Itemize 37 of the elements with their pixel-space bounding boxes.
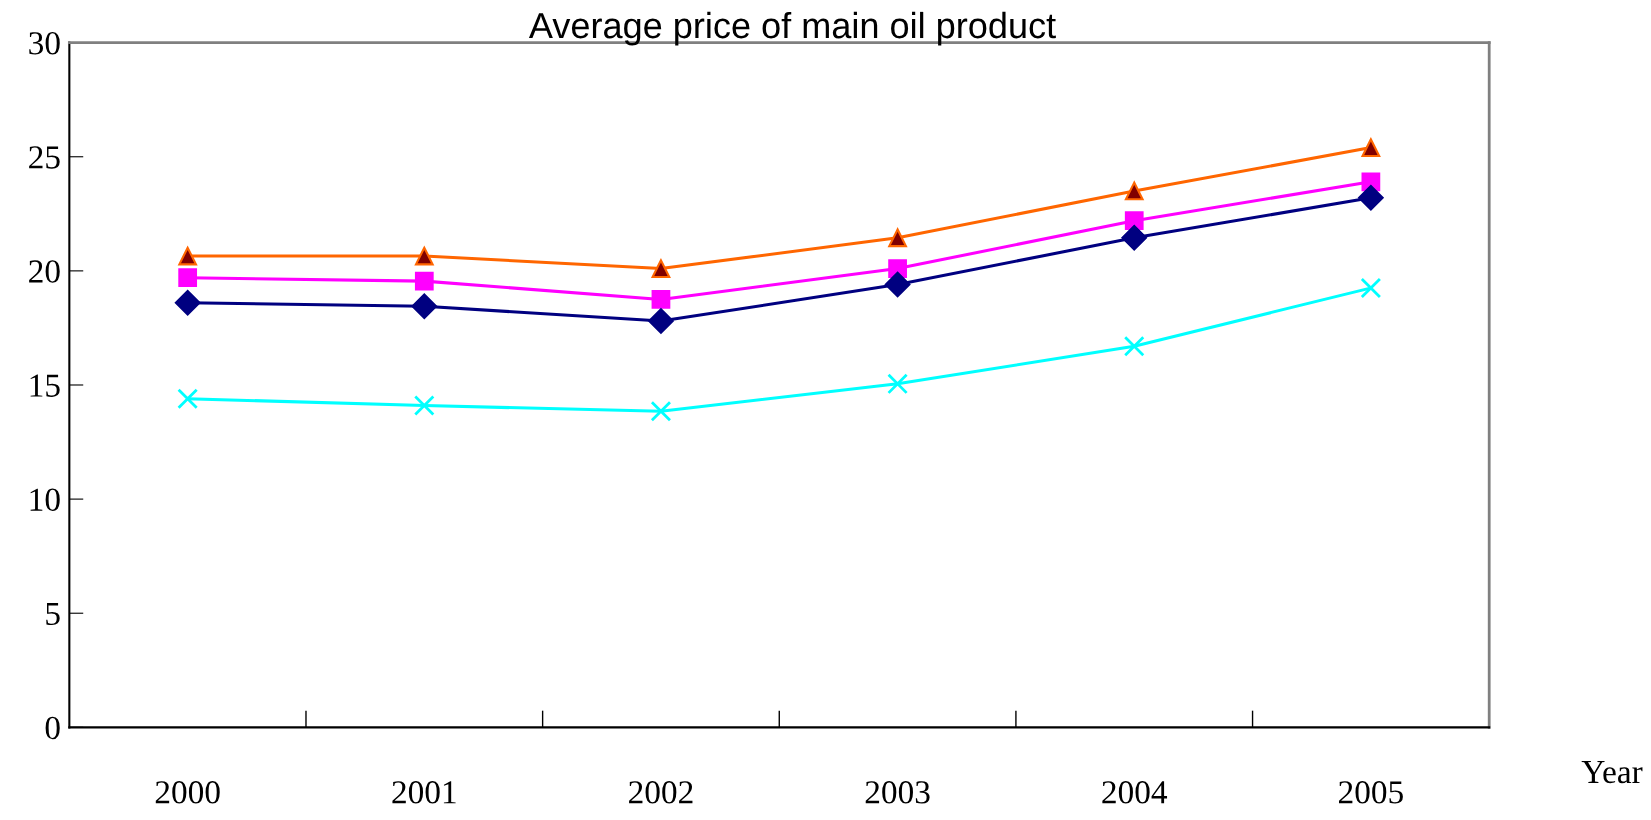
y-tick-label: 5: [46, 602, 60, 626]
y-tick-label: 10: [30, 488, 60, 511]
point: [178, 246, 198, 266]
x-tick-label: 2002: [629, 781, 693, 804]
point: [1121, 224, 1148, 251]
x-tick-label: 2001: [392, 781, 456, 804]
point: [1123, 335, 1145, 357]
y-tick-label: 15: [30, 374, 60, 397]
point: [1124, 211, 1144, 231]
point: [413, 395, 435, 416]
y-tick-label: 0: [45, 716, 60, 740]
point: [1361, 138, 1381, 157]
point: [1124, 181, 1144, 201]
point: [651, 290, 671, 309]
point: [178, 268, 198, 288]
point: [1358, 185, 1384, 211]
point: [1360, 277, 1382, 299]
x-tick-label: 2004: [1102, 781, 1168, 804]
point: [651, 259, 671, 278]
x-tick-label: 2003: [865, 781, 930, 804]
x-tick-label: 2005: [1339, 781, 1403, 804]
point: [414, 246, 434, 266]
point: [884, 271, 911, 298]
point: [414, 271, 434, 291]
point: [177, 388, 199, 410]
y-tick-label: 25: [29, 146, 60, 169]
chart-title: Average price of main oil product: [528, 11, 1056, 46]
x-axis-title: Year: [1581, 761, 1643, 784]
point: [174, 290, 201, 316]
point: [411, 293, 438, 320]
y-tick-label: 30: [29, 32, 60, 55]
x-tick-label: 2000: [155, 781, 220, 804]
point: [650, 400, 672, 422]
point: [887, 373, 909, 395]
point: [648, 308, 674, 334]
y-tick-label: 20: [29, 260, 60, 283]
point: [888, 228, 907, 248]
